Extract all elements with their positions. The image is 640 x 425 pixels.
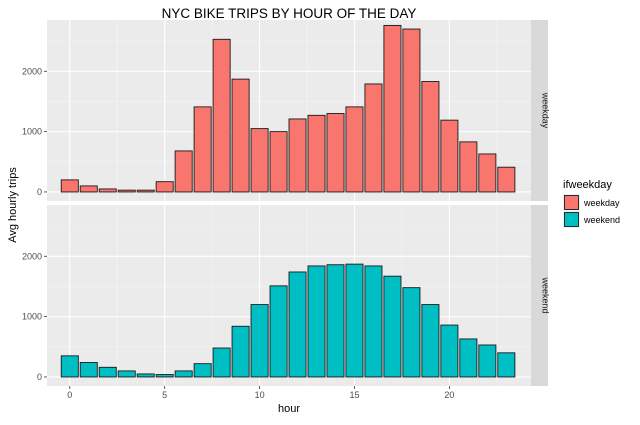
bar-weekday-hour-0	[60, 179, 79, 193]
x-axis: 0 5 10 15 20	[67, 386, 454, 400]
bar-weekday-hour-20	[440, 119, 459, 193]
legend-items: weekday weekend	[563, 194, 620, 228]
bar-weekday-hour-11	[269, 131, 288, 193]
legend-swatch-weekend	[564, 212, 579, 227]
x-tick-label: 0	[67, 390, 72, 400]
bar-weekend-hour-19	[421, 304, 440, 378]
facet-strip-label: weekend	[541, 276, 551, 313]
bar-weekend-hour-1	[79, 362, 98, 378]
bar-weekend-hour-17	[383, 275, 402, 378]
bar-weekday-hour-12	[288, 118, 307, 193]
bar-weekday-hour-1	[79, 185, 98, 193]
y-tick-label: 1000	[22, 127, 42, 137]
panel-weekday: 0 1000 2000 weekday	[22, 20, 551, 201]
x-tick-label: 5	[162, 390, 167, 400]
panel-weekend: 0 1000 2000 weekend	[22, 205, 551, 386]
bar-weekday-hour-18	[402, 28, 421, 193]
facet-strip-label: weekday	[541, 92, 551, 129]
y-axis-title: Avg hourly trips	[7, 167, 19, 243]
panels: 0 1000 2000 weekday 0 1000 2000 weekend 0 5 10 15 20	[22, 20, 551, 400]
bar-weekday-hour-16	[364, 83, 383, 193]
bar-weekday-hour-19	[421, 81, 440, 193]
y-tick-label: 0	[37, 372, 42, 382]
bar-weekend-hour-10	[250, 304, 269, 378]
bar-weekday-hour-3	[117, 189, 136, 193]
bar-weekend-hour-7	[193, 363, 212, 378]
bar-weekend-hour-21	[459, 338, 478, 378]
bar-weekday-hour-15	[345, 106, 364, 193]
y-tick-label: 2000	[22, 251, 42, 261]
legend: ifweekday weekday weekend	[563, 179, 620, 228]
bar-weekday-hour-8	[212, 38, 231, 193]
bar-weekend-hour-20	[440, 324, 459, 378]
bar-weekday-hour-14	[326, 113, 345, 193]
legend-label: weekend	[583, 215, 620, 225]
bar-weekend-hour-0	[60, 355, 79, 378]
y-tick-label: 1000	[22, 312, 42, 322]
bar-weekend-hour-22	[478, 344, 497, 378]
bar-weekend-hour-11	[269, 285, 288, 378]
legend-item-weekday: weekday	[563, 194, 620, 211]
bar-weekend-hour-9	[231, 325, 250, 378]
x-tick-label: 10	[255, 390, 265, 400]
bar-weekday-hour-22	[478, 153, 497, 193]
bar-weekday-hour-9	[231, 78, 250, 193]
bar-weekend-hour-15	[345, 263, 364, 378]
bar-weekend-hour-16	[364, 265, 383, 378]
bar-weekend-hour-3	[117, 370, 136, 378]
bar-weekend-hour-18	[402, 287, 421, 378]
legend-label: weekday	[583, 198, 620, 208]
bar-weekend-hour-8	[212, 347, 231, 378]
facet-strip	[531, 205, 548, 386]
x-tick-label: 15	[349, 390, 359, 400]
bar-weekday-hour-5	[155, 181, 174, 193]
bar-weekend-hour-4	[136, 373, 155, 378]
bar-weekend-hour-6	[174, 370, 193, 378]
bar-weekend-hour-13	[307, 265, 326, 378]
bar-weekday-hour-23	[497, 166, 516, 193]
bar-weekend-hour-5	[155, 374, 174, 378]
y-tick-label: 2000	[22, 66, 42, 76]
facet-strip	[531, 20, 548, 201]
legend-title: ifweekday	[563, 179, 612, 191]
x-axis-title: hour	[278, 403, 300, 415]
bar-weekend-hour-2	[98, 366, 117, 378]
bar-weekday-hour-4	[136, 189, 155, 193]
bar-weekday-hour-6	[174, 150, 193, 193]
bar-weekday-hour-13	[307, 114, 326, 193]
bar-weekday-hour-7	[193, 106, 212, 193]
bar-weekday-hour-17	[383, 24, 402, 193]
x-tick-label: 20	[444, 390, 454, 400]
bar-weekday-hour-21	[459, 141, 478, 193]
legend-swatch-weekday	[564, 195, 579, 210]
bar-weekday-hour-10	[250, 128, 269, 193]
legend-item-weekend: weekend	[563, 211, 620, 228]
y-tick-label: 0	[37, 187, 42, 197]
chart-title: NYC BIKE TRIPS BY HOUR OF THE DAY	[162, 6, 417, 21]
bar-weekend-hour-23	[497, 352, 516, 378]
bar-weekday-hour-2	[98, 188, 117, 193]
bar-weekend-hour-14	[326, 264, 345, 378]
bar-weekend-hour-12	[288, 271, 307, 378]
